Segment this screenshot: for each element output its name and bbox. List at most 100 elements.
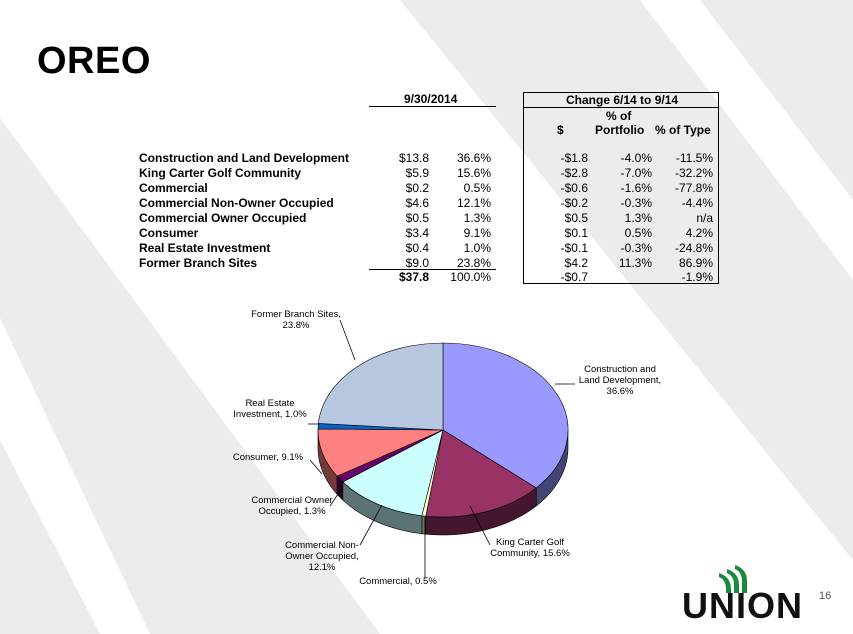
row-change-portfolio: 1.3% [624,211,652,225]
header-portfolio: Portfolio [595,123,645,137]
total-change: -$0.7 [560,270,588,284]
pie-label-line: Community, 15.6% [490,548,570,559]
pie-labels: Construction and Land Development, 36.6% Ki… [233,309,661,587]
pie-label-line: Owner Occupied, [285,551,358,562]
row-change-portfolio: -7.0% [620,166,652,180]
pie-slice-commercial-non-owner-occupied [342,429,444,517]
header-underline [369,106,496,107]
pie-label-line: 23.8% [283,320,310,331]
row-pct: 23.8% [456,256,491,270]
row-label: Former Branch Sites [139,256,258,270]
pie-label-line: Construction and [584,364,656,375]
header-date: 9/30/2014 [404,92,458,106]
row-change-portfolio: 11.3% [618,256,652,270]
row-change: $0.1 [564,226,588,240]
pie-label-former-branch-sites: Former Branch Sites, 23.8% [251,309,341,331]
row-pct: 9.1% [463,226,491,240]
row-change: $4.2 [564,256,588,270]
row-change-portfolio: -0.3% [620,241,652,255]
pie-slice-former-branch-sites [318,342,444,431]
row-amount: $0.2 [405,181,429,195]
union-logo-text: UNION [682,585,803,623]
row-change-type: 86.9% [678,256,713,270]
pie-label-line: Commercial Owner [251,495,332,506]
pie-label-line: Former Branch Sites, [251,309,341,320]
page-title: OREO [37,40,151,82]
pie-label-line: Investment, 1.0% [233,409,307,420]
row-pct: 0.5% [463,181,491,195]
row-amount: $9.0 [405,256,429,270]
pie-label-line: Consumer, 9.1% [233,452,304,463]
background-stripe [400,0,853,560]
union-logo: UNION [682,563,822,628]
pie-slice-king-carter-golf-community [425,429,537,518]
row-change-portfolio: -4.0% [620,151,652,165]
row-pct: 1.0% [463,241,491,255]
header-change: Change 6/14 to 9/14 [566,93,679,107]
pie-label-commercial-non-owner-occupied: Commercial Non-Owner Occupied, 12.1% [285,540,359,573]
pie-label-line: Commercial, 0.5% [359,576,437,587]
row-label: King Carter Golf Community [139,166,302,180]
union-logo-mark [719,565,747,593]
row-amount: $4.6 [405,196,429,210]
pie-leader-line [329,487,343,507]
row-amount: $0.4 [405,241,429,255]
header-dollar: $ [557,123,564,137]
total-rule [369,269,496,270]
row-change-type: -77.8% [674,181,713,195]
pie-label-real-estate-investment: Real Estate Investment, 1.0% [233,398,307,420]
row-pct: 1.3% [463,211,491,225]
row-change: -$0.2 [560,196,588,210]
pie-label-line: Occupied, 1.3% [258,506,326,517]
row-change: -$1.8 [560,151,588,165]
row-pct: 15.6% [456,166,491,180]
background-stripe [700,0,853,200]
pie-label-line: 36.6% [607,386,634,397]
row-pct: 12.1% [456,196,491,210]
row-change-type: 4.2% [685,226,713,240]
change-header-divider [523,107,718,108]
row-change: -$0.6 [560,181,588,195]
pie-label-line: Land Development, [579,375,661,386]
row-change-type: -32.2% [674,166,713,180]
row-change-type: -4.4% [681,196,713,210]
pie-label-line: Commercial Non- [285,540,359,551]
row-label: Construction and Land Development [139,151,350,165]
row-change-portfolio: -1.6% [620,181,652,195]
row-change-portfolio: -0.3% [620,196,652,210]
background-stripe [0,440,100,634]
pie-leader-line [359,504,383,546]
row-change: -$2.8 [560,166,588,180]
row-amount: $3.4 [405,226,429,240]
row-change-type: -11.5% [675,151,713,165]
row-change-type: n/a [696,211,713,225]
background-stripe [0,118,380,634]
change-box [523,92,719,284]
pie-leader-line [309,459,323,475]
pie-label-commercial-owner-occupied: Commercial Owner Occupied, 1.3% [251,495,332,517]
total-amount: $37.8 [398,270,429,284]
header-pct-of: % of [606,109,632,123]
row-pct: 36.6% [456,151,491,165]
pie-slices [317,342,569,518]
pie-leader-line [469,505,491,546]
pie-label-line: Real Estate [245,398,294,409]
row-label: Consumer [139,226,199,240]
row-change: $0.5 [564,211,588,225]
row-label: Commercial [139,181,208,195]
row-amount: $5.9 [405,166,429,180]
page-number: 16 [819,590,832,602]
pie-label-king-carter-golf-community: King Carter Golf Community, 15.6% [490,537,570,559]
pie-label-commercial: Commercial, 0.5% [359,576,437,587]
row-label: Real Estate Investment [139,241,271,255]
total-change-type: -1.9% [681,270,713,284]
row-amount: $0.5 [405,211,429,225]
pie-leader-line [339,319,356,361]
pie-label-construction-and-land-development: Construction and Land Development, 36.6% [579,364,661,397]
row-change: -$0.1 [560,241,588,255]
row-label: Commercial Owner Occupied [139,211,307,225]
row-label: Commercial Non-Owner Occupied [139,196,334,210]
row-change-portfolio: 0.5% [624,226,652,240]
